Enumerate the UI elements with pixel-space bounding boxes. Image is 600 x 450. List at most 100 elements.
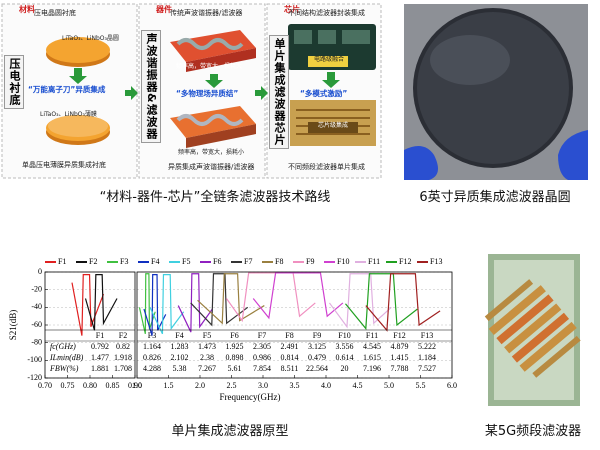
x-tick-label: 0.70 bbox=[38, 381, 52, 390]
table-cell: 0.826 bbox=[143, 353, 161, 362]
resonator-slab-side bbox=[186, 48, 256, 72]
caption: “材料-器件-芯片”全链条滤波器技术路线 bbox=[99, 190, 331, 205]
stage-note: LiTaO₃、LiNbO₃晶圆 bbox=[62, 35, 119, 42]
process-label: “多物理场异质结” bbox=[176, 89, 239, 98]
table-cell: 0.614 bbox=[336, 353, 354, 362]
x-tick-label: 2.5 bbox=[227, 381, 237, 390]
caption: 某5G频段滤波器 bbox=[484, 424, 582, 439]
table-cell: 7.788 bbox=[391, 364, 409, 373]
ridge bbox=[176, 38, 244, 50]
x-tick-label: 5.0 bbox=[384, 381, 394, 390]
table-cell: 2.491 bbox=[281, 342, 299, 351]
table-cell: 7.527 bbox=[418, 364, 436, 373]
stage-note: 频率高，带宽大，损耗小 bbox=[178, 149, 245, 156]
x-tick-label: 0.75 bbox=[61, 381, 75, 390]
table-cell: 1.615 bbox=[363, 353, 381, 362]
x-tick-label: 1.0 bbox=[132, 381, 142, 390]
series-line bbox=[84, 274, 118, 331]
stage-title: 不同结构滤波器封装集成 bbox=[288, 9, 365, 17]
table-cell: 4.879 bbox=[391, 342, 409, 351]
y-tick-label: -120 bbox=[27, 373, 42, 382]
x-tick-label: 0.80 bbox=[83, 381, 97, 390]
stage-note: 电路级融合 bbox=[314, 56, 345, 63]
resonator-slab-side bbox=[186, 124, 256, 148]
table-cell: 8.511 bbox=[281, 364, 299, 373]
wafer bbox=[46, 37, 110, 63]
legend-label: F12 bbox=[399, 257, 411, 266]
series-line bbox=[71, 274, 105, 336]
resonator-slab bbox=[170, 106, 256, 138]
legend-label: F6 bbox=[213, 257, 221, 266]
plot-frame bbox=[44, 271, 136, 379]
table-cell: 1.164 bbox=[143, 342, 161, 351]
legend-label: F7 bbox=[244, 257, 252, 266]
table-header: F2 bbox=[119, 331, 127, 340]
table-cell: 7.267 bbox=[198, 364, 216, 373]
x-tick-label: 3.0 bbox=[258, 381, 268, 390]
table-cell: 7.196 bbox=[363, 364, 381, 373]
table-row-label: ILmin(dB) bbox=[49, 353, 84, 362]
wafer-sheen bbox=[430, 35, 510, 85]
label-box bbox=[308, 56, 348, 67]
table-header: F4 bbox=[175, 331, 183, 340]
table-cell: 0.792 bbox=[91, 342, 109, 351]
die bbox=[318, 30, 336, 44]
column-tag: 材料 bbox=[19, 5, 35, 14]
table-cell: 2.38 bbox=[200, 353, 214, 362]
column-tag: 器件 bbox=[156, 5, 172, 14]
legend-label: F1 bbox=[58, 257, 66, 266]
x-axis-label: Frequency(GHz) bbox=[220, 392, 281, 402]
die bbox=[294, 30, 312, 44]
table-cell: 5.222 bbox=[418, 342, 436, 351]
legend-label: F3 bbox=[120, 257, 128, 266]
table-cell: 22.564 bbox=[306, 364, 328, 373]
label-box bbox=[308, 122, 358, 133]
table-cell: 1.708 bbox=[114, 364, 132, 373]
resonator-slab bbox=[170, 30, 256, 62]
legend-label: F11 bbox=[368, 257, 380, 266]
y-tick-label: 0 bbox=[38, 267, 42, 276]
table-header: F7 bbox=[258, 331, 266, 340]
table-cell: 1.477 bbox=[91, 353, 109, 362]
y-tick-label: -80 bbox=[31, 337, 42, 346]
table-cell: 4.288 bbox=[143, 364, 161, 373]
stage-title: 压电晶圆衬底 bbox=[34, 9, 76, 17]
table-cell: 0.986 bbox=[253, 353, 271, 362]
table-cell: 3.125 bbox=[308, 342, 326, 351]
y-axis-label: S21(dB) bbox=[8, 310, 18, 341]
table-cell: 5.61 bbox=[228, 364, 242, 373]
table-cell: 1.925 bbox=[226, 342, 244, 351]
table-header: F9 bbox=[313, 331, 321, 340]
table-header: F11 bbox=[366, 331, 378, 340]
x-tick-label: 2.0 bbox=[195, 381, 205, 390]
series-line bbox=[365, 273, 441, 332]
table-cell: 7.854 bbox=[253, 364, 271, 373]
column-frame bbox=[1, 3, 138, 179]
series-line bbox=[197, 273, 265, 325]
table-cell: 1.473 bbox=[198, 342, 216, 351]
x-tick-label: 3.5 bbox=[290, 381, 300, 390]
table-cell: 2.305 bbox=[253, 342, 271, 351]
table-cell: 3.556 bbox=[336, 342, 354, 351]
legend-label: F10 bbox=[337, 257, 349, 266]
series-line bbox=[252, 272, 344, 320]
process-label: “多模式激励” bbox=[300, 89, 348, 98]
x-tick-label: 5.5 bbox=[416, 381, 426, 390]
side-label: 单片集成滤波器芯片 bbox=[269, 35, 289, 149]
table-cell: 1.881 bbox=[91, 364, 109, 373]
y-tick-label: -60 bbox=[31, 320, 42, 329]
electrodes bbox=[484, 279, 581, 378]
table-cell: 1.283 bbox=[171, 342, 189, 351]
series-line bbox=[138, 273, 156, 334]
series-line bbox=[190, 273, 249, 327]
table-cell: 0.479 bbox=[308, 353, 326, 362]
x-tick-label: 4.5 bbox=[353, 381, 363, 390]
table-header: F10 bbox=[338, 331, 350, 340]
legend-label: F9 bbox=[306, 257, 314, 266]
table-cell: 0.898 bbox=[226, 353, 244, 362]
table-cell: 0.82 bbox=[116, 342, 130, 351]
table-cell: 1.184 bbox=[418, 353, 436, 362]
stage-title: 单晶压电薄膜异质集成衬底 bbox=[22, 161, 106, 169]
